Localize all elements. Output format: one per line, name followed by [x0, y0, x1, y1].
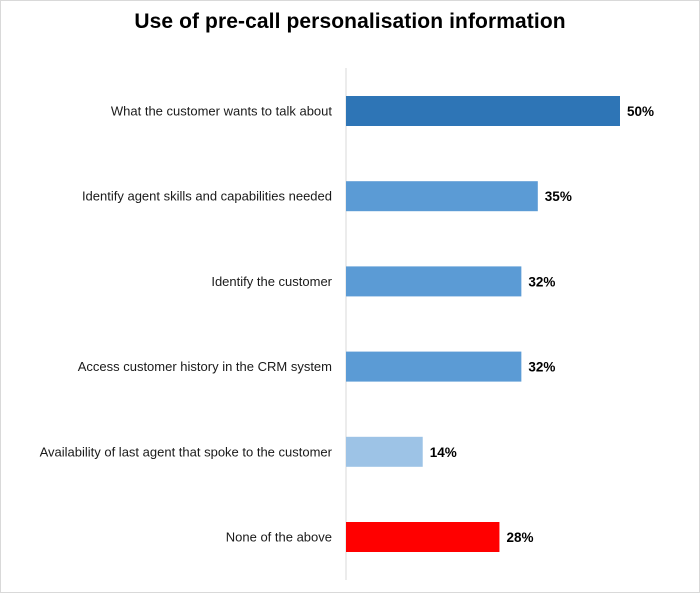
- bar: [346, 181, 538, 212]
- category-label: Access customer history in the CRM syste…: [78, 359, 332, 374]
- category-label: Identify the customer: [211, 274, 332, 289]
- bar: [346, 96, 620, 126]
- data-label: 32%: [528, 274, 555, 289]
- data-label: 28%: [506, 530, 533, 545]
- bar: [346, 351, 522, 382]
- category-label: Availability of last agent that spoke to…: [40, 444, 333, 459]
- chart-title: Use of pre-call personalisation informat…: [134, 10, 566, 33]
- data-label: 50%: [627, 104, 654, 119]
- category-label: What the customer wants to talk about: [111, 104, 332, 119]
- category-label: Identify agent skills and capabilities n…: [82, 189, 332, 204]
- bar: [346, 266, 522, 297]
- category-label: None of the above: [226, 530, 332, 545]
- bar: [346, 436, 423, 467]
- data-label: 32%: [528, 360, 555, 375]
- data-label: 35%: [545, 189, 572, 204]
- data-label: 14%: [430, 445, 457, 460]
- bar: [346, 522, 500, 552]
